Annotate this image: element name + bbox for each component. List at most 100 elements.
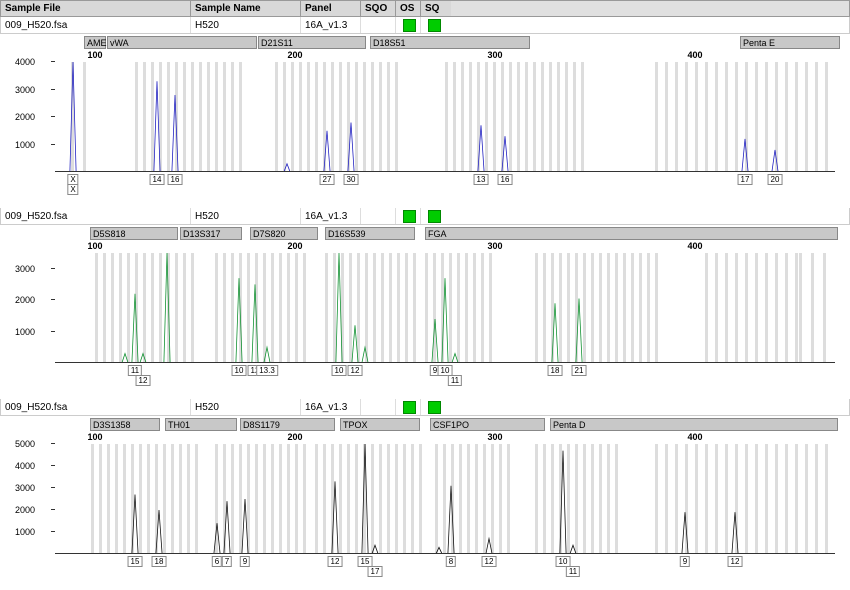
cell-sq [421,208,451,224]
allele-label[interactable]: 16 [168,174,183,185]
allele-label[interactable]: 10 [232,365,247,376]
marker-label[interactable]: vWA [107,36,257,49]
marker-bar: D5S818D13S317 D7S820 D16S539 FGA [0,227,850,241]
marker-label[interactable]: CSF1PO [430,418,545,431]
allele-label[interactable]: 12 [348,365,363,376]
y-tick-label: 4000 [15,461,35,471]
marker-label[interactable]: D18S51 [370,36,530,49]
allele-label[interactable]: 8 [446,556,456,567]
allele-calls: 1112101213.31012910111821 [55,365,835,383]
x-tick-label: 200 [287,241,302,251]
marker-bar: D3S1358 TH01D8S1179 TPOX CSF1PO Penta D [0,418,850,432]
cell-os [396,208,421,224]
cell-sample-name: H520 [191,399,301,415]
allele-label[interactable]: 14 [150,174,165,185]
marker-label[interactable]: D5S818 [90,227,178,240]
sample-row[interactable]: 009_H520.fsaH52016A_v1.3 [0,17,850,34]
allele-label[interactable]: 12 [728,556,743,567]
sample-row[interactable]: 009_H520.fsaH52016A_v1.3 [0,208,850,225]
y-tick-label: 2000 [15,295,35,305]
y-tick-label: 1000 [15,140,35,150]
electropherogram-plot[interactable]: 1002003004001000200030004000500015186791… [5,432,845,572]
status-square-icon [403,401,416,414]
cell-sample-file: 009_H520.fsa [1,399,191,415]
header-os: OS [396,1,421,16]
marker-label[interactable]: AMEL [84,36,106,49]
electropherogram-plot[interactable]: 1002003004001000200030004000XX1416273013… [5,50,845,190]
cell-sqo [361,17,396,33]
marker-label[interactable]: D13S317 [180,227,242,240]
cell-sample-file: 009_H520.fsa [1,208,191,224]
allele-label[interactable]: 17 [738,174,753,185]
x-tick-label: 300 [487,50,502,60]
column-header-row: Sample File Sample Name Panel SQO OS SQ [0,0,850,17]
y-tick-label: 3000 [15,85,35,95]
x-tick-label: 100 [87,50,102,60]
y-tick-label: 5000 [15,439,35,449]
marker-label[interactable]: D16S539 [325,227,415,240]
y-tick-label: 1000 [15,327,35,337]
cell-sq [421,399,451,415]
plots-container: 009_H520.fsaH52016A_v1.3AMELvWAD21S11D18… [0,17,850,572]
electropherogram-plot[interactable]: 1002003004001000200030001112101213.31012… [5,241,845,381]
y-tick-label: 2000 [15,112,35,122]
x-tick-label: 400 [687,241,702,251]
allele-label[interactable]: 21 [572,365,587,376]
allele-label[interactable]: 16 [498,174,513,185]
cell-sqo [361,399,396,415]
status-square-icon [403,210,416,223]
y-tick-label: 1000 [15,527,35,537]
allele-label[interactable]: 18 [152,556,167,567]
x-tick-label: 300 [487,241,502,251]
header-sample-file: Sample File [1,1,191,16]
allele-label[interactable]: 13.3 [256,365,278,376]
allele-label[interactable]: 9 [680,556,690,567]
marker-label[interactable]: Penta D [550,418,838,431]
allele-label[interactable]: 18 [548,365,563,376]
allele-label[interactable]: 13 [474,174,489,185]
x-tick-label: 400 [687,432,702,442]
cell-sample-name: H520 [191,17,301,33]
y-tick-label: 3000 [15,483,35,493]
cell-sq [421,17,451,33]
y-tick-label: 4000 [15,57,35,67]
allele-label[interactable]: 27 [320,174,335,185]
allele-label[interactable]: 6 [212,556,222,567]
marker-label[interactable]: Penta E [740,36,840,49]
marker-label[interactable]: TPOX [340,418,420,431]
allele-label[interactable]: 11 [448,375,462,386]
marker-label[interactable]: D8S1179 [240,418,335,431]
marker-label[interactable]: D3S1358 [90,418,160,431]
allele-label[interactable]: 10 [332,365,347,376]
allele-label[interactable]: 12 [482,556,497,567]
allele-label[interactable]: 30 [344,174,359,185]
allele-label[interactable]: 7 [222,556,232,567]
marker-label[interactable]: FGA [425,227,838,240]
x-tick-label: 200 [287,50,302,60]
marker-label[interactable]: TH01 [165,418,237,431]
status-square-icon [403,19,416,32]
allele-label[interactable]: 11 [566,566,580,577]
cell-panel: 16A_v1.3 [301,17,361,33]
status-square-icon [428,210,441,223]
allele-label[interactable]: X [67,184,78,195]
header-panel: Panel [301,1,361,16]
cell-panel: 16A_v1.3 [301,208,361,224]
allele-label[interactable]: 12 [136,375,151,386]
x-tick-label: 100 [87,432,102,442]
cell-os [396,17,421,33]
allele-label[interactable]: 9 [240,556,250,567]
status-square-icon [428,19,441,32]
cell-sample-file: 009_H520.fsa [1,17,191,33]
allele-label[interactable]: 20 [768,174,783,185]
y-tick-label: 2000 [15,505,35,515]
header-sample-name: Sample Name [191,1,301,16]
marker-label[interactable]: D7S820 [250,227,318,240]
cell-sqo [361,208,396,224]
marker-label[interactable]: D21S11 [258,36,366,49]
sample-row[interactable]: 009_H520.fsaH52016A_v1.3 [0,399,850,416]
allele-label[interactable]: 17 [368,566,383,577]
allele-label[interactable]: 12 [328,556,343,567]
header-sq: SQ [421,1,451,16]
allele-label[interactable]: 15 [128,556,143,567]
